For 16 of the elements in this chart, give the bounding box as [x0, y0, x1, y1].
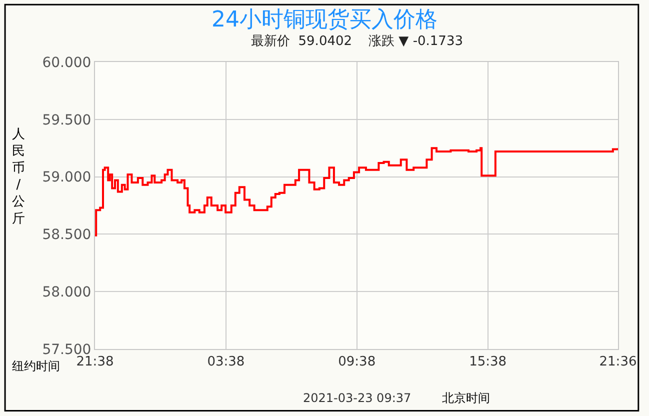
y-tick-label: 59.000	[42, 170, 92, 186]
y-tick-label: 58.000	[42, 284, 92, 300]
text: 纽约时间	[12, 359, 60, 373]
chart-subtitle: 最新价 59.0402 涨跌 ▼ -0.1733	[251, 34, 463, 49]
y-tick-label: 58.500	[42, 227, 92, 244]
x-tick-label: 21:38	[76, 354, 114, 370]
text: 北京时间	[442, 391, 490, 405]
x-tick-label: 03:38	[207, 354, 245, 370]
x-tick-label: 15:38	[469, 354, 507, 370]
x-tick-label: 21:36	[599, 354, 637, 370]
chart-title: 24小时铜现货买入价格	[212, 7, 438, 32]
text: 2021-03-23 09:37	[303, 391, 412, 405]
y-tick-label: 59.500	[42, 112, 92, 128]
x-tick-label: 09:38	[338, 354, 376, 370]
y-tick-label: 60.000	[42, 54, 92, 71]
y-axis-title: 人民币/公斤	[12, 127, 25, 226]
